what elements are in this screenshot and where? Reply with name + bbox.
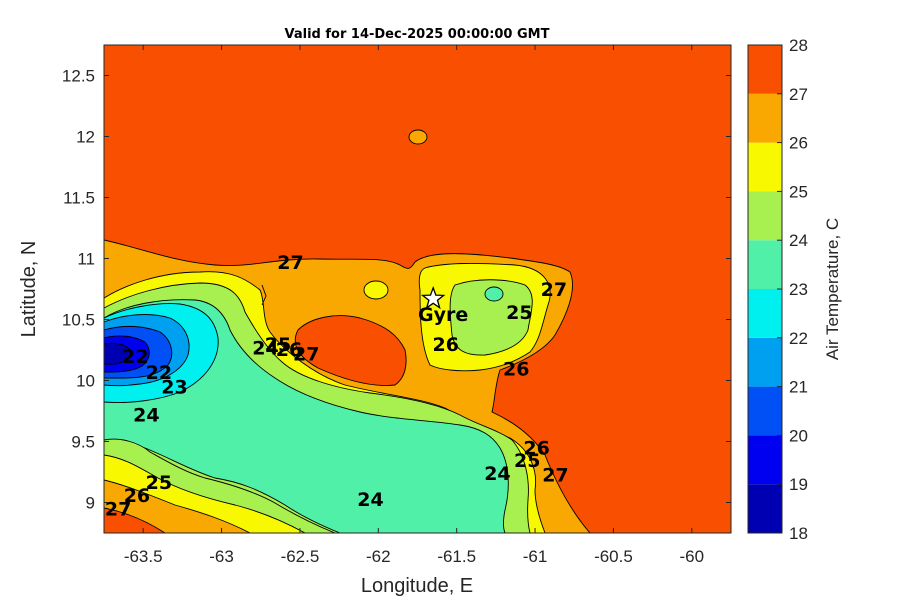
contour-label: 26 (276, 339, 302, 361)
gyre-star-marker (420, 285, 446, 310)
x-tick-label: -63.5 (124, 547, 163, 566)
contour-fill-core (104, 342, 131, 365)
gyre-marker-label: Gyre (418, 304, 468, 326)
contour-fill-23-24-east (449, 279, 533, 356)
contour-label: 27 (541, 279, 567, 301)
colorbar-swatch (748, 93, 782, 143)
colorbar-swatch (748, 337, 782, 387)
colorbar-swatch (748, 240, 782, 289)
contour-fill-26-27-center (294, 315, 407, 386)
y-tick-label: 10.5 (62, 311, 95, 330)
contour-label: 27 (105, 499, 131, 521)
x-tick-label: -61.5 (437, 547, 476, 566)
x-tick-label: -60.5 (594, 547, 633, 566)
contour-label: 23 (161, 377, 187, 399)
contour-label: 22 (146, 362, 172, 384)
y-tick-label: 11.5 (63, 189, 95, 208)
contour-label: 26 (523, 438, 549, 460)
contour-label: 25 (514, 450, 540, 472)
colorbar-swatch (748, 484, 782, 533)
x-axis-label: Longitude, E (361, 575, 473, 597)
contour-label: 27 (277, 252, 303, 274)
contour-spur (261, 284, 267, 306)
x-tick-label: -63 (209, 547, 234, 566)
colorbar-label: Air Temperature, C (823, 218, 842, 360)
contour-label: 25 (146, 472, 172, 494)
contour-label: 25 (506, 302, 532, 324)
colorbar-swatch (748, 142, 782, 192)
colorbar-swatch (748, 386, 782, 436)
x-tick-label: -62.5 (281, 547, 320, 566)
contour-label: 25 (265, 334, 291, 356)
x-axis: -63.5 -63 -62.5 -62 -61.5 -61 -60.5 -60 (124, 45, 704, 566)
colorbar-tick-label: 22 (789, 329, 808, 348)
y-tick-label: 11 (77, 250, 95, 269)
x-tick-label: -60 (680, 547, 705, 566)
colorbar-tick-label: 18 (789, 524, 808, 543)
y-tick-label: 10 (76, 372, 95, 391)
colorbar-swatch (748, 45, 782, 94)
contour-label: 26 (432, 334, 458, 356)
x-tick-label: -62 (366, 547, 391, 566)
contour-island-east (484, 286, 504, 302)
contour-island-north (408, 129, 428, 145)
colorbar-tick-label: 25 (789, 182, 808, 201)
colorbar-tick-label: 28 (789, 36, 808, 55)
colorbar-tick-label: 19 (789, 475, 808, 494)
contour-label: 26 (124, 485, 150, 507)
colorbar-tick-label: 24 (789, 231, 808, 250)
y-axis: 9 9.5 10 10.5 11 11.5 12 12.5 (62, 67, 731, 513)
y-tick-label: 12.5 (62, 67, 95, 86)
contour-label: 24 (133, 405, 159, 427)
contour-label: 24 (357, 489, 383, 511)
contour-label: 27 (542, 464, 568, 486)
contour-label: 22 (122, 346, 148, 368)
contour-island-center (363, 280, 389, 300)
x-tick-label: -61 (523, 547, 548, 566)
colorbar-tick-label: 20 (789, 426, 808, 445)
y-tick-label: 12 (76, 128, 95, 147)
colorbar-tick-label: 27 (789, 85, 808, 104)
contour-label: 24 (252, 338, 278, 360)
colorbar-swatch (748, 435, 782, 485)
y-tick-label: 9 (86, 494, 95, 513)
chart-title: Valid for 14-Dec-2025 00:00:00 GMT (285, 27, 550, 42)
plot-frame (103, 44, 732, 534)
contour-label: 24 (484, 463, 510, 485)
colorbar-tick-label: 21 (789, 378, 808, 397)
colorbar-swatch (748, 191, 782, 241)
contour-label: 26 (503, 358, 529, 380)
contour-label: 27 (293, 344, 319, 366)
y-tick-label: 9.5 (71, 433, 95, 452)
colorbar: 18 19 20 21 22 23 24 25 26 27 28 (747, 36, 808, 543)
colorbar-tick-label: 26 (789, 134, 808, 153)
colorbar-tick-label: 23 (789, 280, 808, 299)
colorbar-swatch (748, 289, 782, 338)
y-axis-label: Latitude, N (18, 241, 40, 338)
